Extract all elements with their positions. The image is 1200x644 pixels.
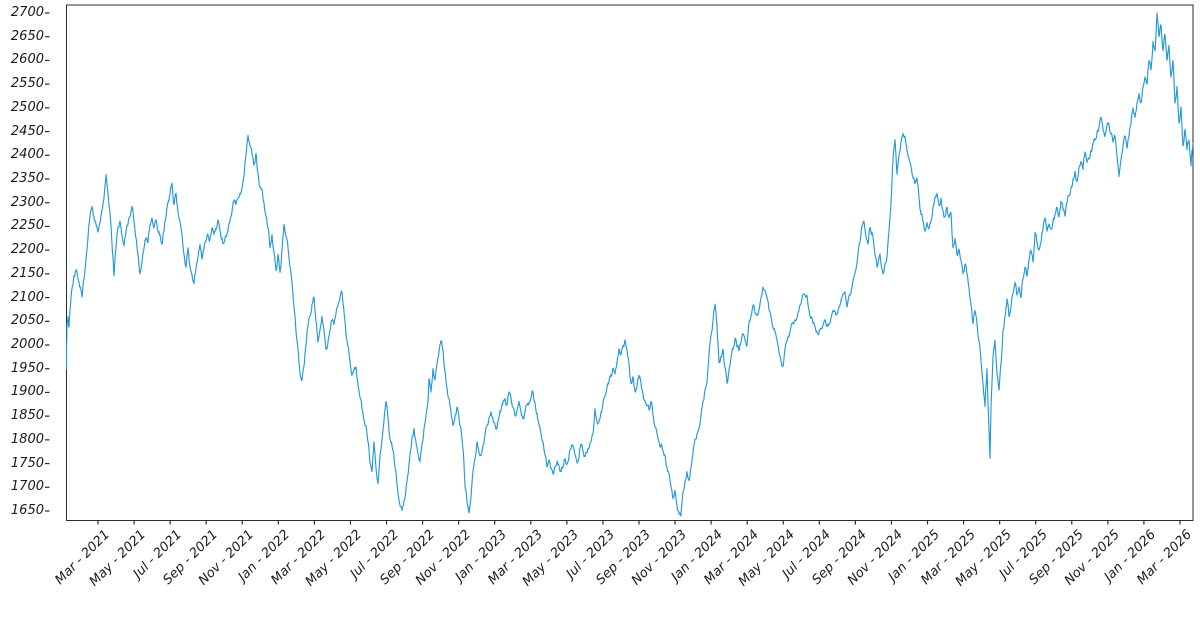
y-tick-label: 2600 <box>10 52 44 68</box>
y-tick-label: 2350 <box>10 170 44 186</box>
y-tick-label: 2550 <box>10 76 44 92</box>
y-tick-label: 2000 <box>10 336 44 352</box>
y-tick-label: 2700 <box>10 4 44 20</box>
y-tick-label: 1850 <box>10 408 44 424</box>
chart-figure: 1650 1700 1750 1800 1850 1900 1950 2000 2050 2100… <box>10 4 1195 590</box>
y-tick-label: 1950 <box>10 360 44 376</box>
y-tick-label: 2450 <box>10 123 44 139</box>
y-tick-label: 2200 <box>10 242 44 258</box>
y-tick-label: 2500 <box>10 99 44 115</box>
y-tick-label: 2400 <box>10 147 44 163</box>
y-tick-label: 2650 <box>10 28 44 44</box>
y-tick-label: 1750 <box>10 455 44 471</box>
y-tick-label: 1800 <box>10 431 44 447</box>
y-tick-label: 2100 <box>10 289 44 305</box>
y-tick-label: 2150 <box>10 265 44 281</box>
y-tick-label: 1900 <box>10 384 44 400</box>
plot-area <box>45 4 1194 525</box>
plot-border <box>66 4 1194 521</box>
y-tick-label: 2250 <box>10 218 44 234</box>
y-tick-label: 1700 <box>10 479 44 495</box>
y-tick-label: 2300 <box>10 194 44 210</box>
y-tick-label: 1650 <box>10 503 44 518</box>
price-line <box>65 12 1194 517</box>
y-tick-label: 2050 <box>10 313 44 329</box>
